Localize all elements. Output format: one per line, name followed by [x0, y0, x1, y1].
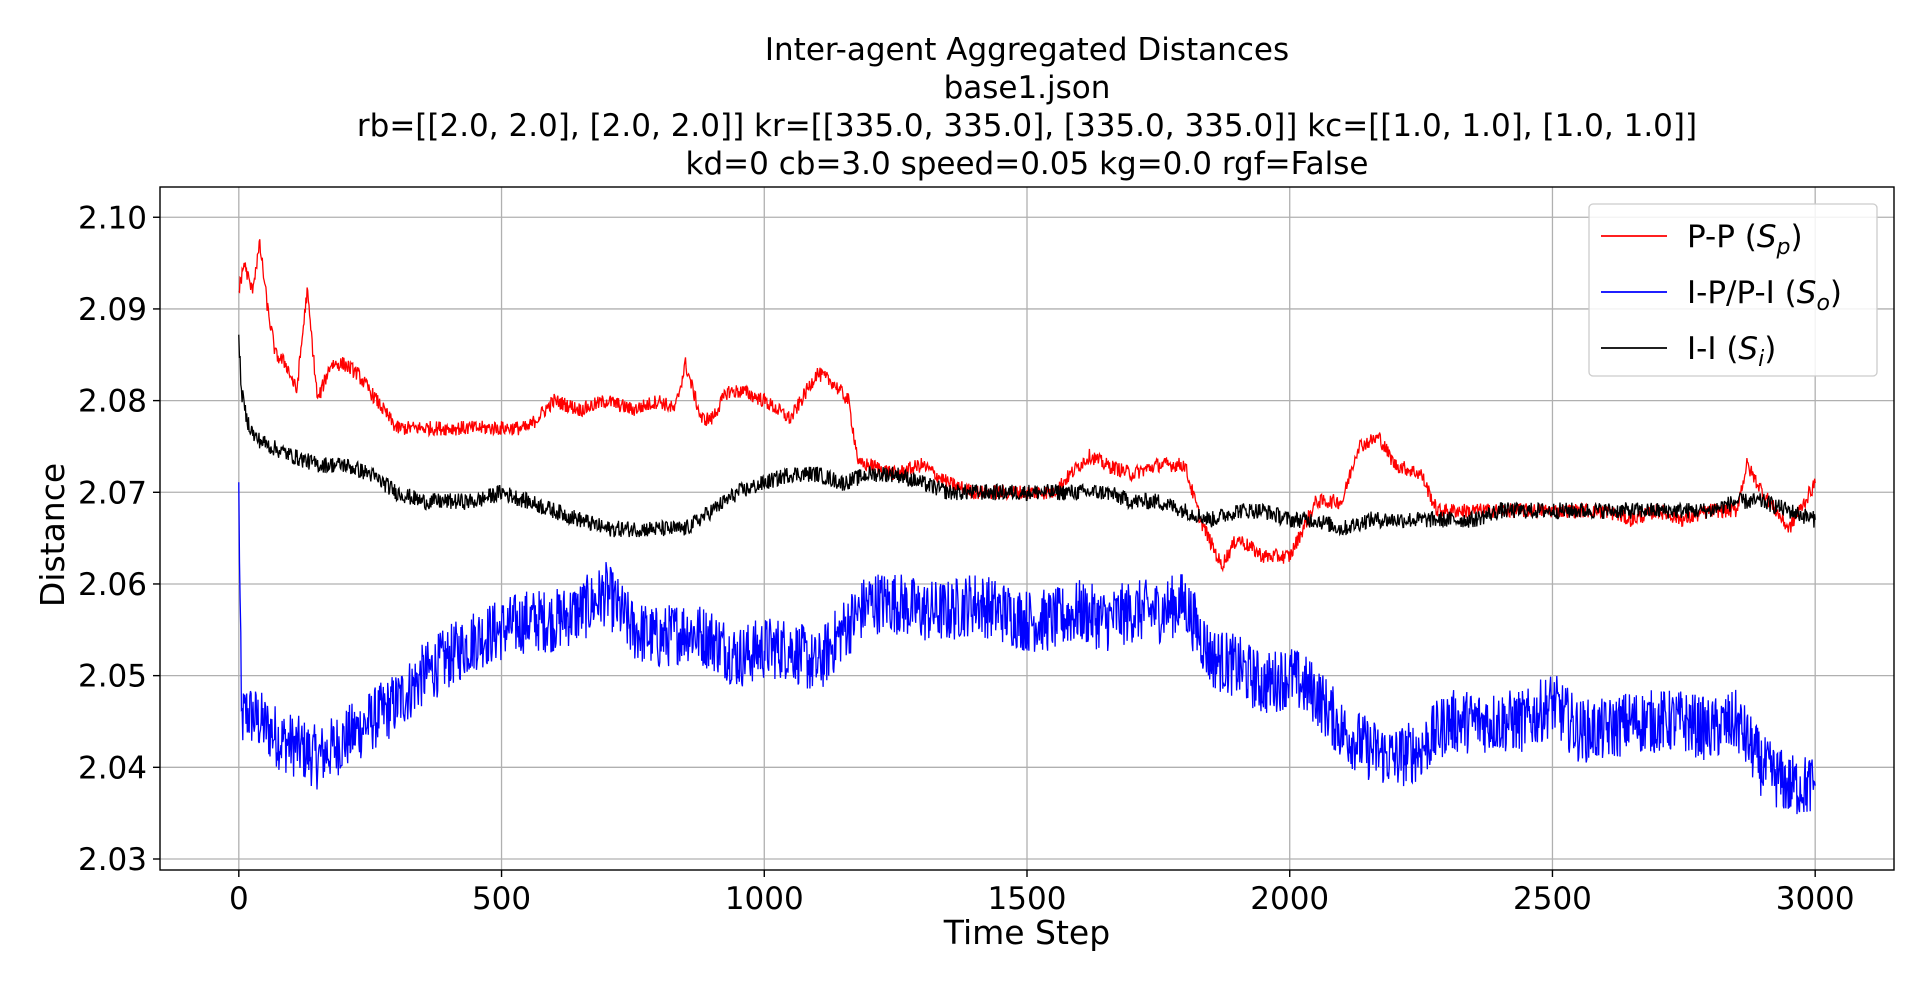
- y-tick-label: 2.08: [78, 384, 147, 420]
- y-axis-label: Distance: [33, 463, 72, 607]
- x-tick-label: 1000: [725, 881, 804, 917]
- plot-series: [238, 239, 1816, 815]
- legend-label: I-P/P-I (So): [1687, 275, 1842, 316]
- legend-label: P-P (Sp): [1687, 219, 1803, 260]
- x-tick-label: 1500: [988, 881, 1067, 917]
- series-line: [238, 482, 1816, 815]
- chart-title-line-4: kd=0 cb=3.0 speed=0.05 kg=0.0 rgf=False: [686, 146, 1369, 182]
- series-line: [238, 334, 1816, 538]
- x-tick-label: 2000: [1250, 881, 1329, 917]
- x-tick-label: 3000: [1776, 881, 1855, 917]
- y-tick-label: 2.03: [78, 842, 147, 878]
- x-axis-label: Time Step: [943, 913, 1110, 952]
- x-tick-label: 2500: [1513, 881, 1592, 917]
- chart-title-line-3: rb=[[2.0, 2.0], [2.0, 2.0]] kr=[[335.0, …: [357, 108, 1697, 144]
- x-tick-label: 500: [472, 881, 531, 917]
- legend-frame: [1588, 203, 1878, 377]
- chart-title-line-2: base1.json: [944, 70, 1111, 106]
- legend: P-P (Sp) I-P/P-I (So) I-I (Si): [1588, 203, 1878, 377]
- y-tick-label: 2.07: [78, 475, 147, 511]
- chart-title-line-1: Inter-agent Aggregated Distances: [765, 32, 1289, 68]
- y-tick-label: 2.09: [78, 292, 147, 328]
- chart-title: Inter-agent Aggregated Distances base1.j…: [357, 32, 1697, 182]
- y-tick-label: 2.06: [78, 567, 147, 603]
- y-tick-label: 2.10: [78, 200, 147, 236]
- x-tick-label: 0: [229, 881, 249, 917]
- y-tick-label: 2.04: [78, 750, 147, 786]
- legend-label: I-I (Si): [1687, 331, 1776, 372]
- axis-ticks: 0 500 1000 1500 2000 2500 3000 2.03 2.04 2.05 2.06…: [78, 200, 1855, 917]
- y-tick-label: 2.05: [78, 659, 147, 695]
